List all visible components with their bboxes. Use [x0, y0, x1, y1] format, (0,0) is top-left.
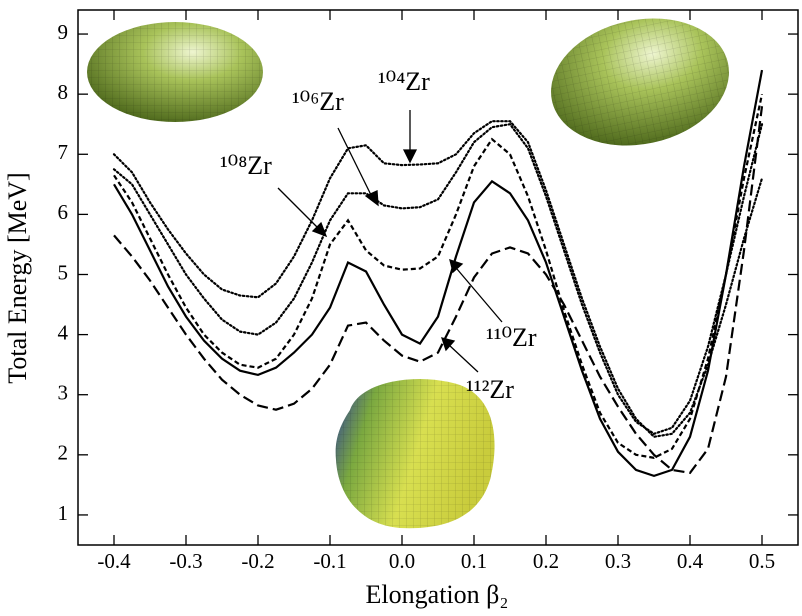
series-label: ¹¹⁰Zr — [486, 323, 537, 352]
shape-pear — [335, 378, 495, 529]
y-tick-label: 8 — [58, 80, 69, 104]
x-tick-label: 0.3 — [605, 549, 631, 573]
x-tick-label: -0.2 — [241, 549, 274, 573]
y-tick-label: 7 — [58, 140, 69, 164]
y-tick-label: 3 — [58, 381, 69, 405]
y-axis-label: Total Energy [MeV] — [3, 172, 32, 383]
x-tick-label: 0.5 — [749, 549, 775, 573]
series-label: ¹⁰⁸Zr — [220, 151, 272, 180]
series-label: ¹⁰⁶Zr — [292, 87, 344, 116]
x-tick-label: -0.3 — [169, 549, 202, 573]
axes-frame — [77, 9, 799, 546]
series-label: ¹⁰⁴Zr — [378, 67, 430, 96]
y-tick-label: 5 — [58, 260, 69, 284]
x-tick-label: 0.1 — [461, 549, 487, 573]
x-tick-label: 0.2 — [533, 549, 559, 573]
x-tick-label: 0.0 — [389, 549, 415, 573]
x-tick-label: -0.4 — [97, 549, 131, 573]
series-line — [113, 93, 764, 459]
annotations — [277, 110, 503, 373]
y-tick-label: 1 — [58, 501, 69, 525]
shape-prolate — [551, 18, 729, 146]
y-tick-label: 6 — [58, 200, 69, 224]
y-tick-label: 4 — [58, 320, 69, 344]
series-label: ¹¹²Zr — [466, 375, 514, 404]
x-tick-label: -0.1 — [313, 549, 346, 573]
series-line — [112, 123, 764, 436]
plot-area: -0.4 -0.3 -0.2 -0.1 0.0 0.1 0.2 0.3 0.4 0.5 1 2 3 4 5 6… — [58, 10, 798, 573]
shape-oblate — [87, 22, 263, 122]
y-tick-label: 2 — [58, 441, 69, 465]
series-line — [113, 106, 764, 475]
x-tick-label: 0.4 — [677, 549, 704, 573]
x-axis-label: Elongation β₂ — [366, 580, 509, 609]
series-line — [112, 120, 764, 438]
y-tick-label: 9 — [58, 20, 69, 44]
series-line — [113, 69, 764, 478]
